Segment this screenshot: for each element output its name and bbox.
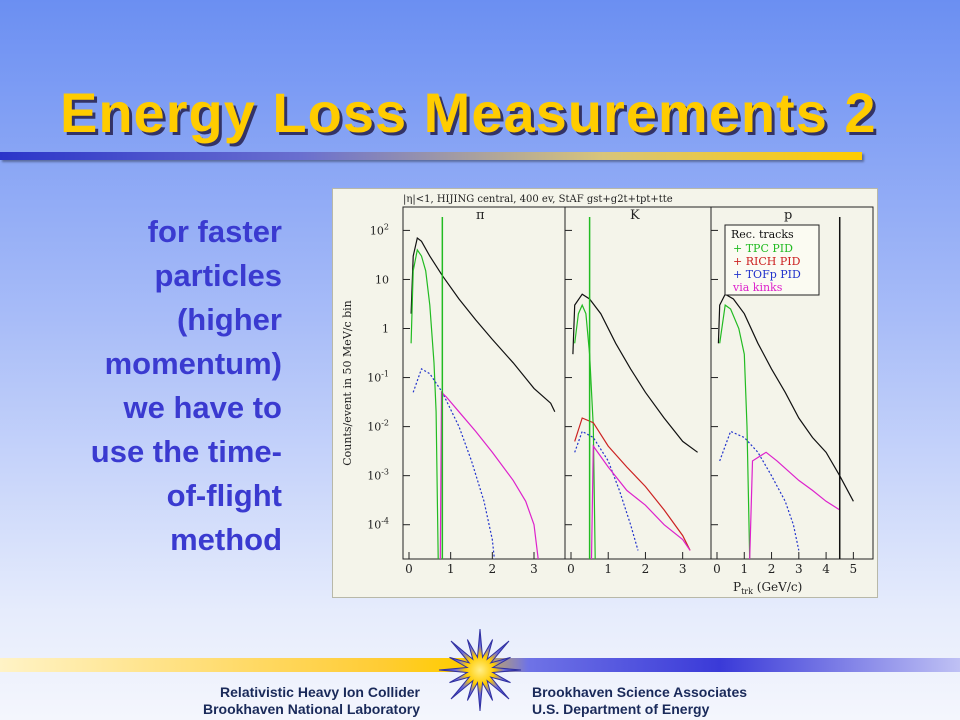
footer-left-line1: Relativistic Heavy Ion Collider bbox=[220, 684, 420, 700]
body-line: use the time- bbox=[90, 434, 282, 469]
body-line: for faster bbox=[147, 214, 282, 249]
body-line: we have to bbox=[123, 390, 283, 425]
series-line bbox=[590, 444, 691, 560]
x-tick-label: 0 bbox=[567, 562, 575, 576]
plot-panel-0: 0 1 2 3 π bbox=[402, 206, 566, 576]
legend: Rec. tracks+ TPC PID+ RICH PID+ TOFp PID… bbox=[724, 224, 820, 296]
footer-right-line1: Brookhaven Science Associates bbox=[532, 684, 748, 700]
slide-title: Energy Loss Measurements 2 bbox=[60, 81, 877, 144]
legend-entry: + TOFp PID bbox=[733, 268, 801, 281]
panel-label: p bbox=[784, 208, 792, 223]
x-tick-label: 3 bbox=[679, 562, 687, 576]
legend-title: Rec. tracks bbox=[731, 228, 794, 241]
footer-right-line2: U.S. Department of Energy bbox=[532, 701, 710, 717]
x-tick-label: 5 bbox=[850, 562, 858, 576]
series-line bbox=[410, 248, 439, 560]
y-tick-label: 1 bbox=[382, 323, 389, 336]
legend-entry: + TPC PID bbox=[733, 242, 793, 255]
footer-left: Relativistic Heavy Ion Collider Brookhav… bbox=[0, 684, 420, 718]
x-tick-label: 2 bbox=[768, 562, 776, 576]
chart-header: |η|<1, HIJING central, 400 ev, StAF gst+… bbox=[403, 194, 673, 205]
x-tick-label: 4 bbox=[822, 562, 830, 576]
panel-frame bbox=[564, 206, 712, 560]
y-tick-label: 102 bbox=[370, 222, 389, 237]
footer-left-line2: Brookhaven National Laboratory bbox=[202, 701, 420, 717]
y-tick-label: 10 bbox=[375, 273, 389, 286]
series-line bbox=[572, 293, 698, 453]
body-line: particles bbox=[154, 258, 282, 293]
body-line: momentum) bbox=[104, 346, 282, 381]
y-tick-label: 10-1 bbox=[367, 370, 389, 385]
series-line bbox=[439, 390, 539, 560]
footer-right: Brookhaven Science Associates U.S. Depar… bbox=[532, 684, 952, 718]
x-tick-label: 0 bbox=[405, 562, 413, 576]
body-line: of-flight bbox=[166, 478, 282, 513]
x-tick-label: 1 bbox=[447, 562, 455, 576]
x-tick-label: 1 bbox=[740, 562, 748, 576]
x-tick-label: 3 bbox=[530, 562, 538, 576]
series-line bbox=[719, 304, 751, 560]
x-axis-label: Ptrk (GeV/c) bbox=[733, 580, 802, 596]
x-tick-label: 2 bbox=[489, 562, 497, 576]
body-text: for faster particles (higher momentum) w… bbox=[20, 210, 282, 562]
legend-entry: via kinks bbox=[732, 281, 783, 294]
series-line bbox=[410, 236, 556, 413]
y-axis-label: Counts/event in 50 MeV/c bin bbox=[341, 300, 354, 466]
series-line bbox=[717, 293, 854, 502]
body-line: method bbox=[170, 522, 282, 557]
panel-frame bbox=[402, 206, 566, 560]
physics-plot: |η|<1, HIJING central, 400 ev, StAF gst+… bbox=[332, 188, 878, 598]
series-line bbox=[574, 417, 691, 551]
x-tick-label: 3 bbox=[795, 562, 803, 576]
series-line bbox=[574, 303, 596, 560]
y-tick-label: 10-3 bbox=[367, 468, 389, 483]
panel-label: K bbox=[630, 208, 640, 223]
panel-label: π bbox=[476, 208, 485, 223]
series-line bbox=[749, 451, 841, 560]
series-line bbox=[574, 430, 639, 551]
legend-entry: + RICH PID bbox=[733, 255, 801, 268]
x-tick-label: 1 bbox=[604, 562, 612, 576]
series-line bbox=[412, 368, 495, 560]
legend-box bbox=[724, 224, 820, 296]
series-line bbox=[719, 430, 800, 551]
y-tick-label: 10-2 bbox=[367, 419, 389, 434]
y-tick-label: 10-4 bbox=[367, 517, 389, 532]
plot-svg: |η|<1, HIJING central, 400 ev, StAF gst+… bbox=[341, 194, 874, 596]
body-line: (higher bbox=[176, 302, 282, 337]
starburst-icon bbox=[438, 628, 522, 712]
x-tick-label: 0 bbox=[713, 562, 721, 576]
title-underline bbox=[0, 152, 862, 160]
x-tick-label: 2 bbox=[642, 562, 650, 576]
panel-frame bbox=[710, 206, 874, 560]
plot-panel-1: 0 1 2 3 K bbox=[564, 206, 712, 576]
plot-panel-2: 0 1 2 3 4 5 p bbox=[710, 206, 874, 576]
